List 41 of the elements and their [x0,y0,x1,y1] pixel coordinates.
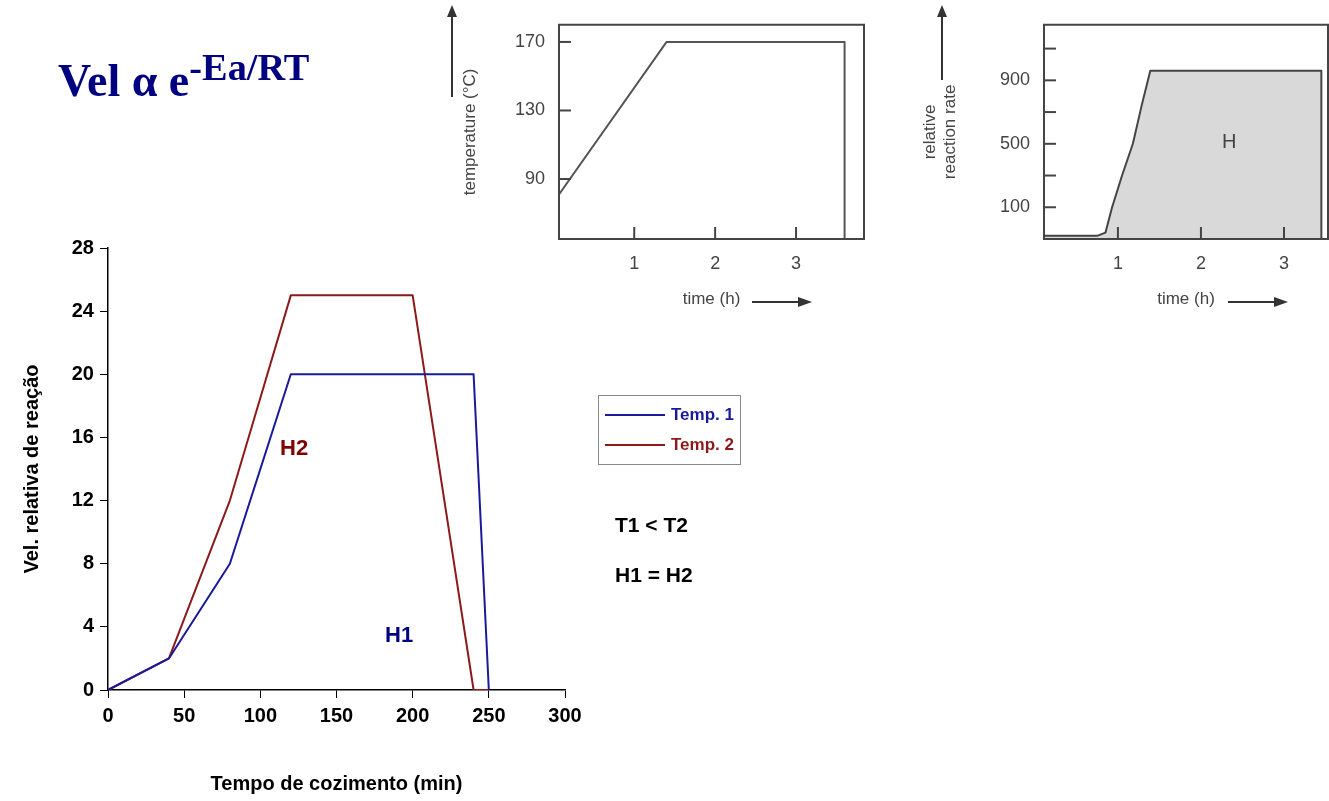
text: H1 = H2 [615,563,693,587]
x-tick-label: 3 [791,252,802,273]
y-axis-title: relative reaction rate [919,84,960,180]
y-tick-label: 8 [82,551,94,574]
x-axis-title: time (h) [1157,289,1215,309]
annotation: H2 [280,435,309,461]
y-tick-label: 28 [71,235,94,258]
y-tick-label: 16 [71,424,94,447]
y-tick-label: 20 [71,361,94,384]
x-tick-label: 50 [173,703,196,726]
y-tick-label: 4 [82,614,95,637]
y-axis-title: temperature (°C) [459,68,479,196]
legend-label: Temp. 1 [671,405,734,425]
x-tick-label: 3 [1278,252,1289,273]
annotation: H1 [385,622,414,648]
x-axis-title: Tempo de cozimento (min) [210,771,463,794]
x-tick-label: 0 [102,703,114,726]
y-tick-label: 0 [82,677,94,700]
y-tick-label: 90 [524,167,545,188]
y-tick-label: 100 [999,196,1030,217]
x-tick-label: 1 [629,252,640,273]
x-tick-label: 1 [1112,252,1123,273]
x-axis-title: time (h) [682,289,741,309]
y-tick-label: 12 [71,488,94,511]
x-tick-label: 150 [319,703,354,726]
y-tick-label: 170 [514,30,545,51]
x-tick-label: 250 [472,703,506,726]
legend-label: Temp. 2 [671,435,734,455]
x-tick-label: 2 [710,252,721,273]
x-tick-label: 100 [243,703,278,726]
x-tick-label: 300 [548,703,582,726]
y-tick-label: 24 [71,298,95,321]
y-tick-label: 500 [999,132,1030,153]
annotation: H [1222,130,1237,153]
y-axis-title: Vel. relativa de reação [19,364,42,574]
chart-title: Vel α e$^{-Ea/RT}$ [58,45,310,108]
text: T1 < T2 [615,513,688,537]
y-tick-label: 900 [999,69,1030,90]
x-tick-label: 200 [395,703,430,726]
y-tick-label: 130 [514,99,545,120]
x-tick-label: 2 [1195,252,1206,273]
